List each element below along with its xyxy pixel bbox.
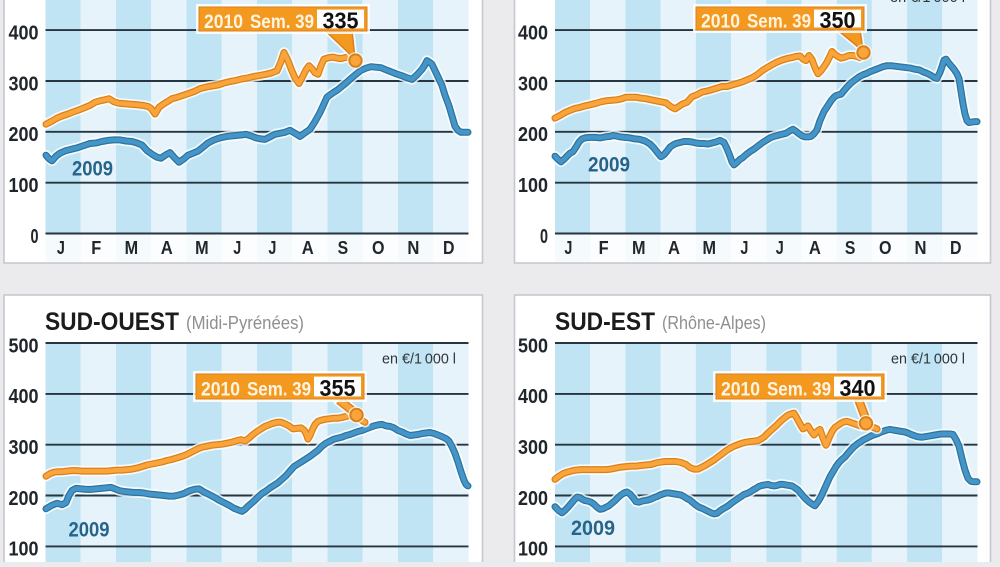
svg-text:M: M bbox=[632, 238, 646, 258]
svg-text:SUD-OUEST: SUD-OUEST bbox=[45, 308, 179, 336]
svg-text:300: 300 bbox=[518, 73, 548, 95]
svg-text:M: M bbox=[125, 238, 139, 258]
svg-text:N: N bbox=[407, 238, 419, 258]
svg-text:O: O bbox=[879, 238, 892, 258]
svg-text:M: M bbox=[702, 238, 716, 258]
svg-text:J: J bbox=[233, 238, 241, 258]
svg-text:F: F bbox=[599, 238, 609, 258]
svg-text:D: D bbox=[950, 238, 962, 258]
svg-text:Sem. 39: Sem. 39 bbox=[250, 11, 314, 33]
svg-text:2009: 2009 bbox=[571, 517, 615, 540]
svg-text:(Midi-Pyrénées): (Midi-Pyrénées) bbox=[186, 312, 304, 333]
svg-text:335: 335 bbox=[323, 8, 359, 34]
svg-text:340: 340 bbox=[840, 375, 876, 401]
svg-text:200: 200 bbox=[9, 124, 39, 146]
svg-text:A: A bbox=[668, 238, 680, 258]
svg-text:350: 350 bbox=[820, 7, 856, 33]
svg-text:D: D bbox=[443, 238, 455, 258]
svg-text:J: J bbox=[776, 238, 784, 258]
svg-text:A: A bbox=[809, 238, 821, 258]
svg-text:100: 100 bbox=[518, 175, 548, 197]
svg-text:J: J bbox=[740, 238, 748, 258]
svg-text:400: 400 bbox=[9, 22, 39, 44]
svg-text:400: 400 bbox=[518, 22, 548, 44]
svg-text:S: S bbox=[845, 238, 856, 258]
svg-text:J: J bbox=[564, 238, 572, 258]
svg-text:355: 355 bbox=[320, 375, 356, 401]
svg-text:en €/1 000 l: en €/1 000 l bbox=[890, 0, 965, 6]
svg-text:0: 0 bbox=[31, 226, 39, 248]
svg-text:300: 300 bbox=[9, 73, 39, 95]
svg-text:Sem. 39: Sem. 39 bbox=[247, 379, 311, 401]
svg-text:400: 400 bbox=[9, 386, 39, 408]
svg-text:A: A bbox=[161, 238, 173, 258]
svg-text:2010: 2010 bbox=[201, 379, 240, 401]
svg-text:100: 100 bbox=[9, 175, 39, 197]
svg-text:0: 0 bbox=[540, 226, 548, 248]
svg-text:500: 500 bbox=[9, 335, 39, 357]
svg-text:(Rhône-Alpes): (Rhône-Alpes) bbox=[662, 312, 766, 333]
svg-text:N: N bbox=[915, 238, 927, 258]
svg-text:100: 100 bbox=[518, 539, 548, 561]
svg-text:400: 400 bbox=[518, 386, 548, 408]
svg-text:500: 500 bbox=[518, 335, 548, 357]
svg-text:2010: 2010 bbox=[204, 11, 243, 33]
svg-text:2009: 2009 bbox=[69, 519, 110, 542]
svg-text:2009: 2009 bbox=[588, 154, 630, 177]
svg-text:300: 300 bbox=[518, 437, 548, 459]
svg-text:2010: 2010 bbox=[701, 11, 740, 33]
svg-text:J: J bbox=[57, 238, 65, 258]
svg-text:J: J bbox=[268, 238, 276, 258]
svg-text:en €/1 000 l: en €/1 000 l bbox=[382, 351, 456, 368]
svg-text:en €/1 000 l: en €/1 000 l bbox=[891, 351, 965, 368]
svg-text:Sem. 39: Sem. 39 bbox=[747, 11, 811, 33]
svg-text:200: 200 bbox=[518, 124, 548, 146]
svg-text:2010: 2010 bbox=[721, 379, 760, 401]
svg-text:S: S bbox=[338, 238, 349, 258]
svg-text:A: A bbox=[302, 238, 314, 258]
svg-text:M: M bbox=[195, 238, 209, 258]
svg-text:Sem. 39: Sem. 39 bbox=[767, 379, 831, 401]
svg-text:SUD-EST: SUD-EST bbox=[555, 308, 655, 336]
svg-text:F: F bbox=[91, 238, 101, 258]
svg-text:100: 100 bbox=[9, 539, 39, 561]
svg-text:O: O bbox=[372, 238, 385, 258]
svg-text:200: 200 bbox=[518, 488, 548, 510]
svg-text:300: 300 bbox=[9, 437, 39, 459]
svg-text:2009: 2009 bbox=[72, 158, 113, 181]
svg-text:200: 200 bbox=[9, 488, 39, 510]
